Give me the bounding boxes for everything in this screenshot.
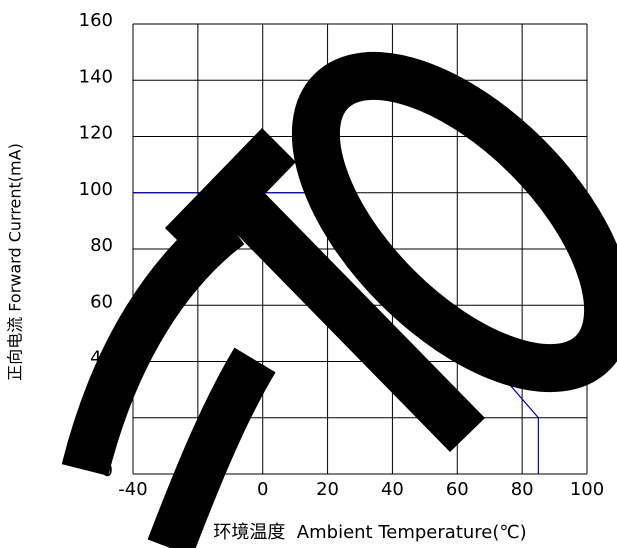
x-tick-label: 20 — [316, 479, 339, 500]
watermark-letter — [291, 51, 617, 393]
watermark — [61, 51, 617, 548]
x-axis-title: 环境温度 Ambient Temperature(℃) — [213, 522, 526, 543]
x-tick-label: 40 — [381, 479, 404, 500]
x-tick-label: 80 — [511, 479, 534, 500]
x-tick-label: -40 — [118, 479, 147, 500]
y-tick-label: 140 — [79, 66, 113, 87]
watermark-letter — [147, 347, 276, 548]
x-tick-label: 100 — [570, 479, 604, 500]
y-tick-label: 100 — [79, 179, 113, 200]
watermark-letter — [61, 205, 245, 476]
watermark-letter — [215, 178, 485, 452]
y-tick-label: 160 — [79, 10, 113, 31]
y-tick-label: 120 — [79, 123, 113, 144]
y-tick-label: 80 — [90, 235, 113, 256]
y-axis-title: 正向电流 Forward Current(mA) — [6, 143, 25, 381]
y-tick-label: 60 — [90, 291, 113, 312]
x-tick-label: 0 — [257, 479, 268, 500]
x-tick-label: 60 — [446, 479, 469, 500]
